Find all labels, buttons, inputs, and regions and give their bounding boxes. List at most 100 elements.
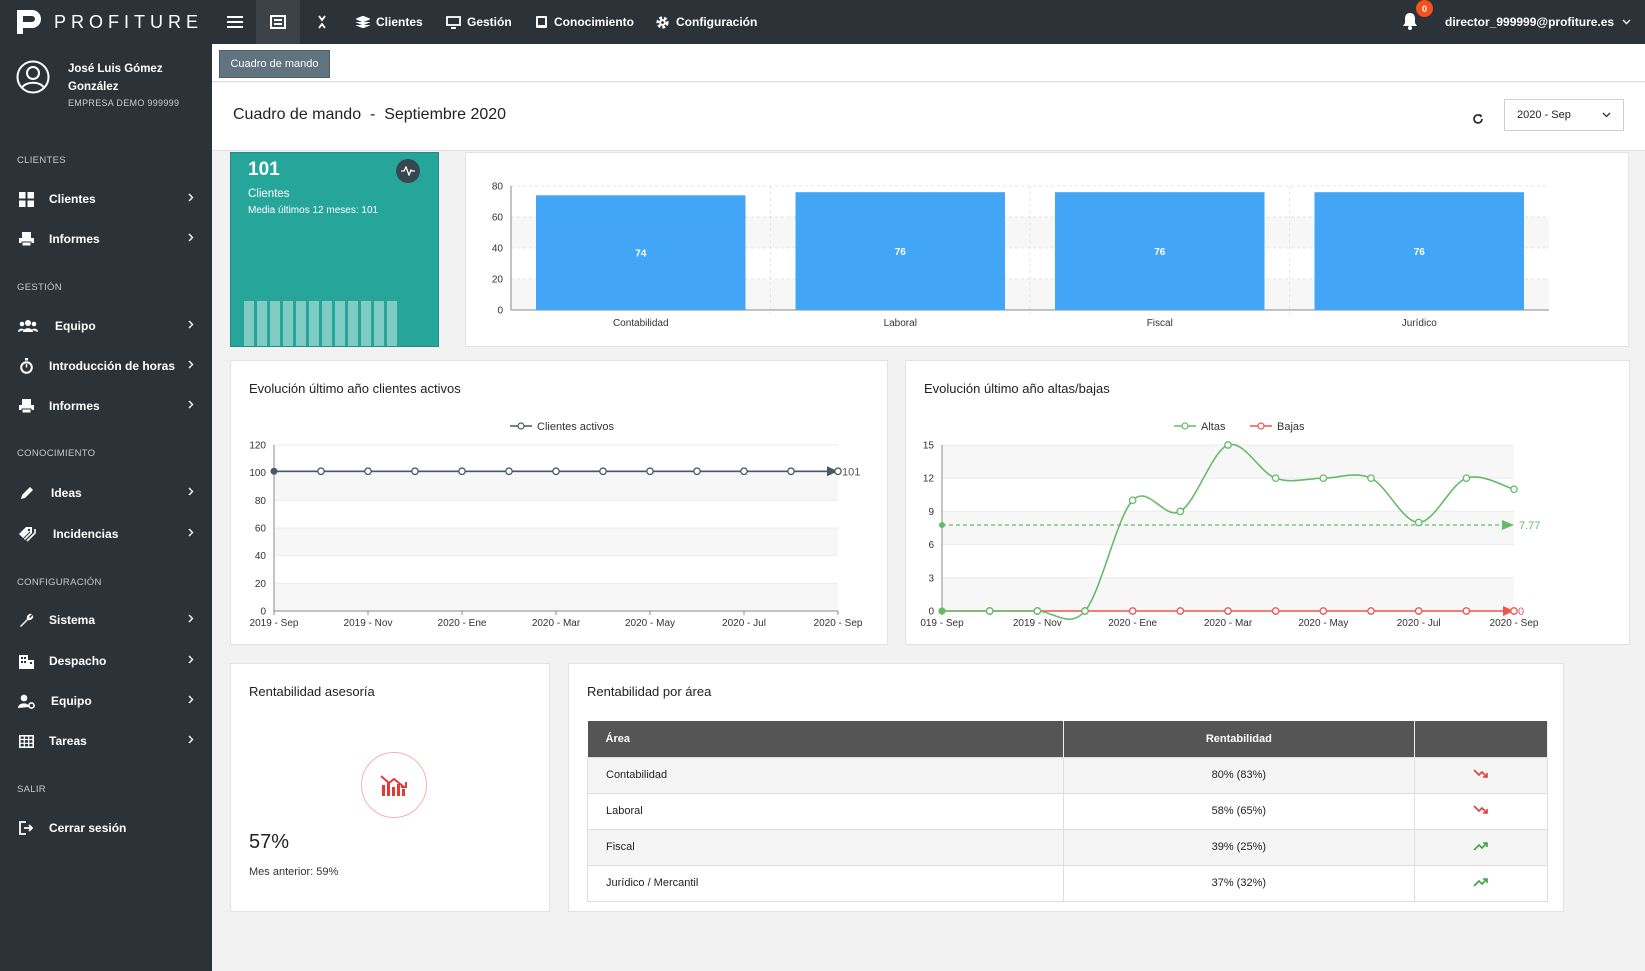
data-point: [787, 467, 795, 476]
bar: [1314, 192, 1524, 310]
clients-count: 101: [248, 159, 280, 180]
data-point: [599, 467, 607, 476]
bar-value-label: 76: [1414, 247, 1426, 258]
chevron-right-icon: [188, 735, 194, 744]
period-select[interactable]: 2020 - Sep: [1504, 99, 1624, 131]
table-row[interactable]: Laboral 58% (65%): [587, 792, 1548, 830]
chevron-right-icon: [188, 400, 194, 409]
data-point: [317, 467, 325, 476]
y-tick-label: 0: [928, 607, 934, 618]
x-tick-label: Fiscal: [1147, 318, 1173, 329]
legend-label: Clientes activos: [537, 421, 615, 433]
column-header-trend: [1414, 721, 1548, 757]
data-point: [834, 467, 842, 476]
x-tick-label: 2020 - Jul: [1397, 618, 1441, 629]
data-point: [505, 467, 513, 476]
pencil-icon: [20, 486, 33, 499]
breadcrumb: Cuadro de mando: [212, 44, 1645, 82]
areas-bar-chart-card: 0 20 40 60 80 74 Contabilidad 76 Laboral 76 Fiscal…: [465, 152, 1629, 347]
brand-logo[interactable]: PROFITURE: [14, 8, 203, 36]
chevron-right-icon: [188, 695, 194, 704]
sidebar-item-informes-gestion[interactable]: Informes: [0, 389, 212, 423]
chevron-right-icon: [188, 360, 194, 369]
monitor-icon: [446, 15, 461, 29]
collapse-button[interactable]: [300, 0, 344, 44]
y-tick-label: 120: [249, 441, 266, 452]
rentabilidad-asesoria-card: Rentabilidad asesoría 57% Mes anterior: …: [230, 663, 550, 912]
data-point: [1081, 607, 1089, 615]
nav-clientes[interactable]: Clientes: [356, 0, 423, 44]
y-tick-label: 12: [923, 474, 935, 485]
data-point: [1176, 607, 1185, 615]
company-name: EMPRESA DEMO 999999: [68, 98, 180, 108]
notifications-button[interactable]: 0: [1402, 0, 1433, 34]
grid-band: [274, 472, 838, 501]
series-end-label: 101: [842, 466, 860, 478]
building-icon: [18, 654, 34, 669]
y-tick-label: 15: [923, 441, 935, 452]
data-point: [693, 467, 701, 476]
refresh-icon[interactable]: [1472, 113, 1484, 125]
data-point: [1224, 607, 1232, 615]
sidebar-item-despacho[interactable]: Despacho: [0, 644, 212, 678]
heartbeat-icon[interactable]: [396, 159, 420, 183]
clients-label: Clientes: [248, 188, 290, 200]
x-tick-label: 2019 - Nov: [1013, 618, 1062, 629]
sidebar-item-ideas[interactable]: Ideas: [0, 476, 212, 510]
chevron-right-icon: [188, 193, 194, 202]
sidebar-item-horas[interactable]: Introducción de horas: [0, 349, 212, 383]
data-point: [1271, 607, 1280, 615]
legend-marker: [1257, 422, 1265, 430]
y-tick-label: 40: [492, 244, 504, 255]
bar-value-label: 76: [895, 247, 907, 258]
x-tick-label: 2019 - Nov: [344, 618, 393, 629]
table-row[interactable]: Fiscal 39% (25%): [587, 828, 1548, 866]
nav-configuracion[interactable]: Configuración: [655, 0, 757, 44]
column-header-area[interactable]: Área: [587, 721, 1064, 757]
chevron-right-icon: [188, 614, 194, 623]
trend-up-icon: [1414, 864, 1548, 902]
clients-sparkline: [244, 301, 397, 346]
sidebar-item-tareas[interactable]: Tareas: [0, 724, 212, 758]
x-tick-label: 2020 - Sep: [814, 618, 863, 629]
logout-button[interactable]: Cerrar sesión: [0, 811, 212, 845]
average-label: 7.77: [1519, 520, 1540, 532]
brand-name: PROFITURE: [54, 11, 204, 32]
nav-gestion[interactable]: Gestión: [446, 0, 512, 44]
sidebar-item-equipo[interactable]: Equipo: [0, 309, 212, 343]
sidebar-item-sistema[interactable]: Sistema: [0, 603, 212, 637]
user-avatar-icon: [16, 60, 50, 94]
wrench-icon: [19, 613, 33, 627]
user-menu[interactable]: director_999999@profiture.es: [1445, 0, 1631, 44]
data-point: [1033, 607, 1042, 615]
sidebar-item-incidencias[interactable]: Incidencias: [0, 517, 212, 551]
bar-value-label: 76: [1154, 247, 1166, 258]
menu-toggle-button[interactable]: [213, 0, 257, 44]
y-tick-label: 20: [255, 579, 267, 590]
breadcrumb-cuadro-button[interactable]: Cuadro de mando: [219, 50, 330, 78]
sidebar-item-clientes[interactable]: Clientes: [0, 182, 212, 216]
dashboard-button[interactable]: [256, 0, 300, 44]
column-header-rentabilidad[interactable]: Rentabilidad: [1063, 721, 1416, 757]
data-point: [1128, 607, 1137, 615]
sidebar-item-equipo-config[interactable]: Equipo: [0, 684, 212, 718]
tags-icon: [18, 526, 36, 542]
rentabilidad-area-card: Rentabilidad por área Área Rentabilidad …: [568, 663, 1564, 912]
data-point: [1176, 507, 1185, 516]
grid-band: [274, 583, 838, 611]
section-gestion: GESTIÓN: [17, 282, 62, 293]
bar: [1055, 192, 1265, 310]
table-row[interactable]: Jurídico / Mercantil 37% (32%): [587, 864, 1548, 902]
series-end-arrow: [1503, 606, 1514, 616]
areas-bar-chart: 0 20 40 60 80 74 Contabilidad 76 Laboral 76 Fiscal…: [492, 182, 1549, 329]
data-point: [1128, 496, 1137, 505]
data-point: [1462, 607, 1471, 615]
y-tick-label: 60: [255, 524, 267, 535]
data-point: [1367, 474, 1375, 483]
section-configuracion: CONFIGURACIÓN: [17, 577, 102, 588]
table-row[interactable]: Contabilidad 80% (83%): [587, 756, 1548, 794]
y-tick-label: 3: [928, 573, 934, 584]
sidebar-item-informes[interactable]: Informes: [0, 222, 212, 256]
nav-conocimiento[interactable]: Conocimiento: [535, 0, 634, 44]
